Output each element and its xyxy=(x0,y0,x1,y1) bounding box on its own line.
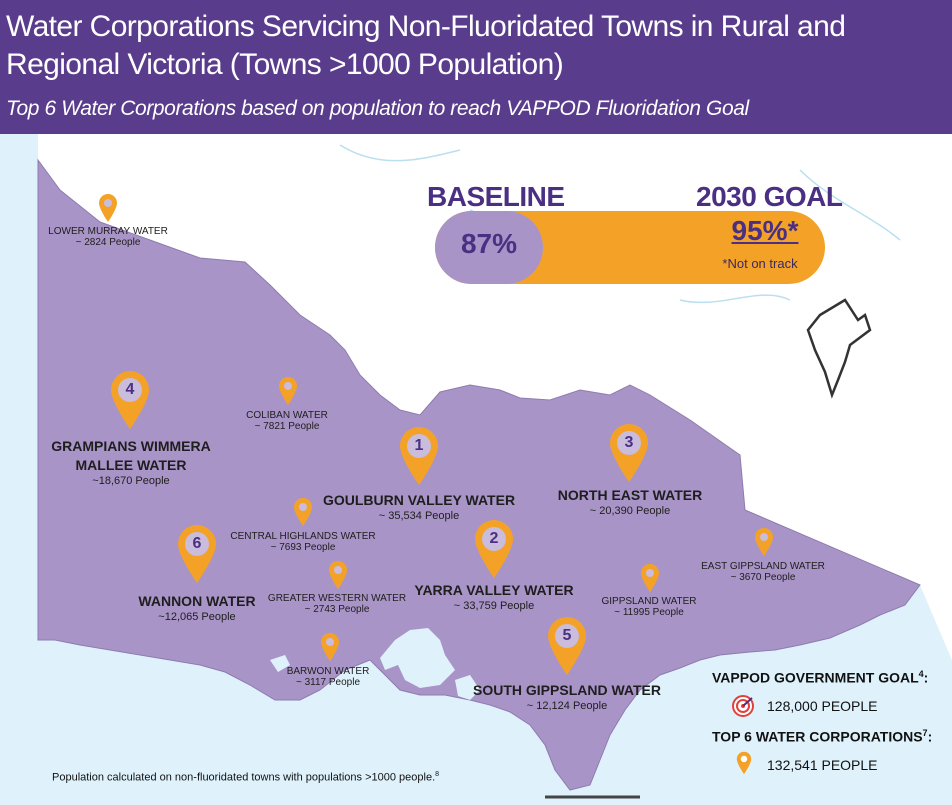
corp-name: NORTH EAST WATER xyxy=(557,487,703,503)
corp-name: LOWER MURRAY WATER xyxy=(48,226,168,237)
baseline-progress-fill xyxy=(435,211,543,284)
corp-label-east-gippsland: EAST GIPPSLAND WATER ~ 3670 People xyxy=(701,561,825,583)
corp-label-coliban: COLIBAN WATER ~ 7821 People xyxy=(246,410,328,432)
corp-people: ~ 7693 People xyxy=(270,542,336,553)
corp-name: COLIBAN WATER xyxy=(246,410,328,421)
corp-name: GIPPSLAND WATER xyxy=(601,596,697,607)
corp-people: ~ 33,759 People xyxy=(453,600,535,612)
corp-people: ~ 35,534 People xyxy=(378,510,460,522)
corp-people: ~ 7821 People xyxy=(254,421,320,432)
corp-people: ~ 2743 People xyxy=(304,604,370,615)
bay-west xyxy=(270,655,290,672)
corp-label-grampians: GRAMPIANS WIMMERA MALLEE WATER ~18,670 P… xyxy=(51,437,210,487)
corp-name: GOULBURN VALLEY WATER xyxy=(322,492,516,508)
corp-people: ~ 3117 People xyxy=(295,677,361,688)
map-pin-icon xyxy=(99,194,117,222)
map-pin-icon xyxy=(294,498,312,526)
corp-label-yarra-valley: YARRA VALLEY WATER ~ 33,759 People xyxy=(414,581,573,612)
corp-people: ~18,670 People xyxy=(92,475,170,487)
corp-label-north-east: NORTH EAST WATER ~ 20,390 People xyxy=(558,486,702,517)
corp-people: ~ 2824 People xyxy=(75,237,141,248)
corp-label-south-gippsland: SOUTH GIPPSLAND WATER ~ 12,124 People xyxy=(473,681,661,712)
corp-label-barwon: BARWON WATER ~ 3117 People xyxy=(287,666,370,688)
rank-number: 6 xyxy=(192,535,202,552)
legend-top6-title: TOP 6 WATER CORPORATIONS7: xyxy=(712,728,933,745)
corp-people: ~12,065 People xyxy=(158,611,236,623)
baseline-label: BASELINE xyxy=(427,181,565,212)
western-port xyxy=(455,675,480,700)
corp-name: CENTRAL HIGHLANDS WATER xyxy=(230,531,376,542)
page-title: Water Corporations Servicing Non-Fluorid… xyxy=(6,10,846,81)
corp-name: MALLEE WATER xyxy=(75,457,187,473)
rank-number: 1 xyxy=(414,437,424,454)
map-pin-icon xyxy=(736,751,752,775)
rank-number: 3 xyxy=(624,434,634,451)
corp-name: SOUTH GIPPSLAND WATER xyxy=(473,682,661,698)
goal-value: 95%* xyxy=(731,215,799,246)
corp-name: GRAMPIANS WIMMERA xyxy=(51,438,211,454)
corp-name: BARWON WATER xyxy=(286,666,370,677)
rank-number: 5 xyxy=(562,627,572,644)
corp-people: ~ 3670 People xyxy=(730,572,796,583)
legend-gov-goal-title: VAPPOD GOVERNMENT GOAL4: xyxy=(712,669,929,686)
map-pin-icon xyxy=(610,424,648,482)
goal-note: *Not on track xyxy=(722,256,798,271)
rank-number: 2 xyxy=(489,530,499,547)
map-pin-icon xyxy=(400,427,438,485)
footnote: Population calculated on non-fluoridated… xyxy=(52,771,440,784)
map-pin-icon xyxy=(111,371,149,429)
map-pin-icon xyxy=(329,561,347,589)
act-outline xyxy=(806,298,872,399)
map-pin-icon xyxy=(321,633,339,661)
corp-label-central-highlands: CENTRAL HIGHLANDS WATER ~ 7693 People xyxy=(230,531,375,553)
corp-people: ~ 11995 People xyxy=(614,607,684,618)
port-phillip-bay xyxy=(380,628,455,688)
map-pin-icon xyxy=(178,525,216,583)
map-pin-icon xyxy=(641,564,659,592)
corp-label-goulburn: GOULBURN VALLEY WATER ~ 35,534 People xyxy=(323,491,515,522)
corp-label-lower-murray: LOWER MURRAY WATER ~ 2824 People xyxy=(48,226,168,248)
map-pin-icon xyxy=(755,528,773,556)
rank-number: 4 xyxy=(125,381,135,398)
corp-name: YARRA VALLEY WATER xyxy=(414,582,574,598)
target-icon xyxy=(732,695,754,717)
corp-name: GREATER WESTERN WATER xyxy=(267,593,407,604)
map-pin-icon xyxy=(475,520,513,578)
corp-label-wannon: WANNON WATER ~12,065 People xyxy=(138,592,255,623)
corp-name: WANNON WATER xyxy=(138,593,256,609)
map-pin-icon xyxy=(548,617,586,675)
goal-label: 2030 GOAL xyxy=(696,181,843,212)
victoria-state xyxy=(37,158,921,791)
baseline-value: 87% xyxy=(460,228,518,259)
corp-label-gippsland: GIPPSLAND WATER ~ 11995 People xyxy=(601,596,696,618)
corp-people: ~ 12,124 People xyxy=(526,700,608,712)
page-subtitle: Top 6 Water Corporations based on popula… xyxy=(6,97,749,120)
legend-gov-goal-value: 128,000 PEOPLE xyxy=(767,698,878,714)
header-banner: Water Corporations Servicing Non-Fluorid… xyxy=(0,0,952,134)
map-pin-icon xyxy=(279,377,297,405)
corp-name: EAST GIPPSLAND WATER xyxy=(701,561,825,572)
corp-label-greater-western: GREATER WESTERN WATER ~ 2743 People xyxy=(268,593,406,615)
corp-people: ~ 20,390 People xyxy=(589,505,671,517)
legend-top6-value: 132,541 PEOPLE xyxy=(767,757,878,773)
